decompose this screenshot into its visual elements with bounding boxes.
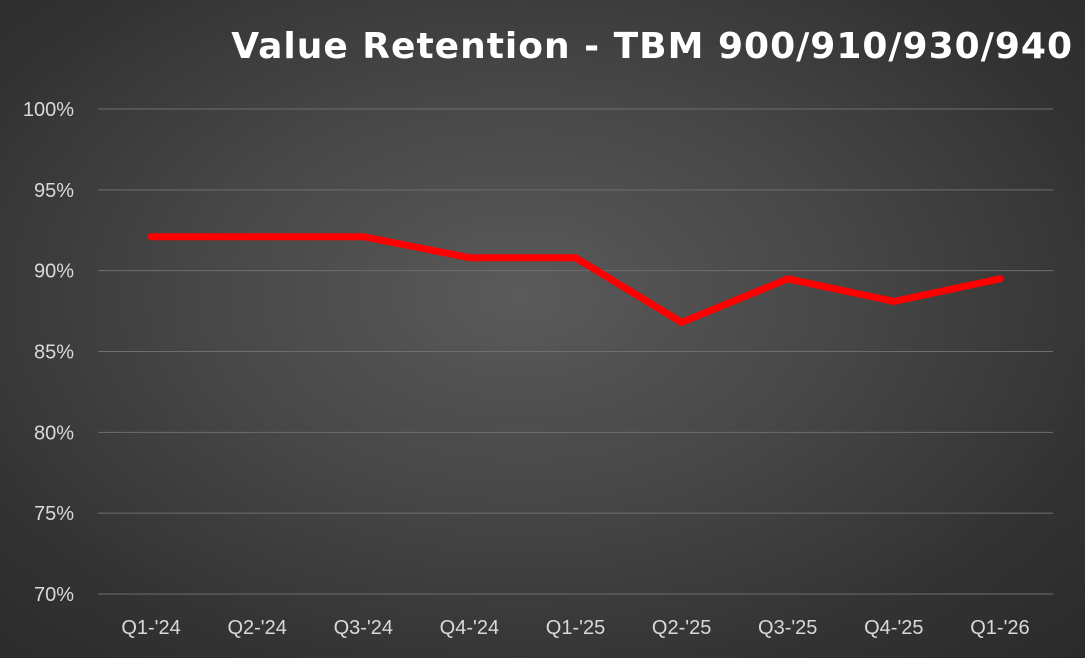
x-tick-label: Q2-'25: [652, 617, 711, 639]
y-tick-label: 95%: [34, 180, 74, 202]
x-tick-label: Q4-'25: [864, 617, 923, 639]
y-axis: 70% 75% 80% 85% 90% 95% 100%: [23, 99, 74, 606]
y-tick-label: 100%: [23, 99, 74, 121]
x-axis: Q1-'24 Q2-'24 Q3-'24 Q4-'24 Q1-'25 Q2-'25 Q3-'…: [121, 617, 1029, 639]
data-point: [147, 233, 155, 241]
chart-title: Value Retention - TBM 900/910/930/940: [231, 26, 1073, 67]
y-tick-label: 90%: [34, 261, 74, 283]
data-point: [996, 275, 1004, 283]
y-tick-label: 80%: [34, 422, 74, 444]
x-tick-label: Q3-'25: [758, 617, 817, 639]
y-tick-label: 70%: [34, 584, 74, 606]
data-point: [253, 233, 261, 241]
x-tick-label: Q4-'24: [440, 617, 499, 639]
series-line: [147, 233, 1004, 326]
x-tick-label: Q1-'24: [121, 617, 180, 639]
data-point: [678, 318, 686, 326]
data-point: [784, 275, 792, 283]
data-point: [890, 297, 898, 305]
y-tick-label: 85%: [34, 342, 74, 364]
series-group: [147, 233, 1004, 326]
x-tick-label: Q3-'24: [334, 617, 393, 639]
x-tick-label: Q2-'24: [227, 617, 286, 639]
data-point: [572, 254, 579, 262]
data-point: [359, 233, 367, 241]
x-tick-label: Q1-'26: [970, 617, 1029, 639]
x-tick-label: Q1-'25: [546, 617, 605, 639]
gridlines: [98, 108, 1053, 595]
y-tick-label: 75%: [34, 503, 74, 525]
data-point: [465, 254, 473, 262]
